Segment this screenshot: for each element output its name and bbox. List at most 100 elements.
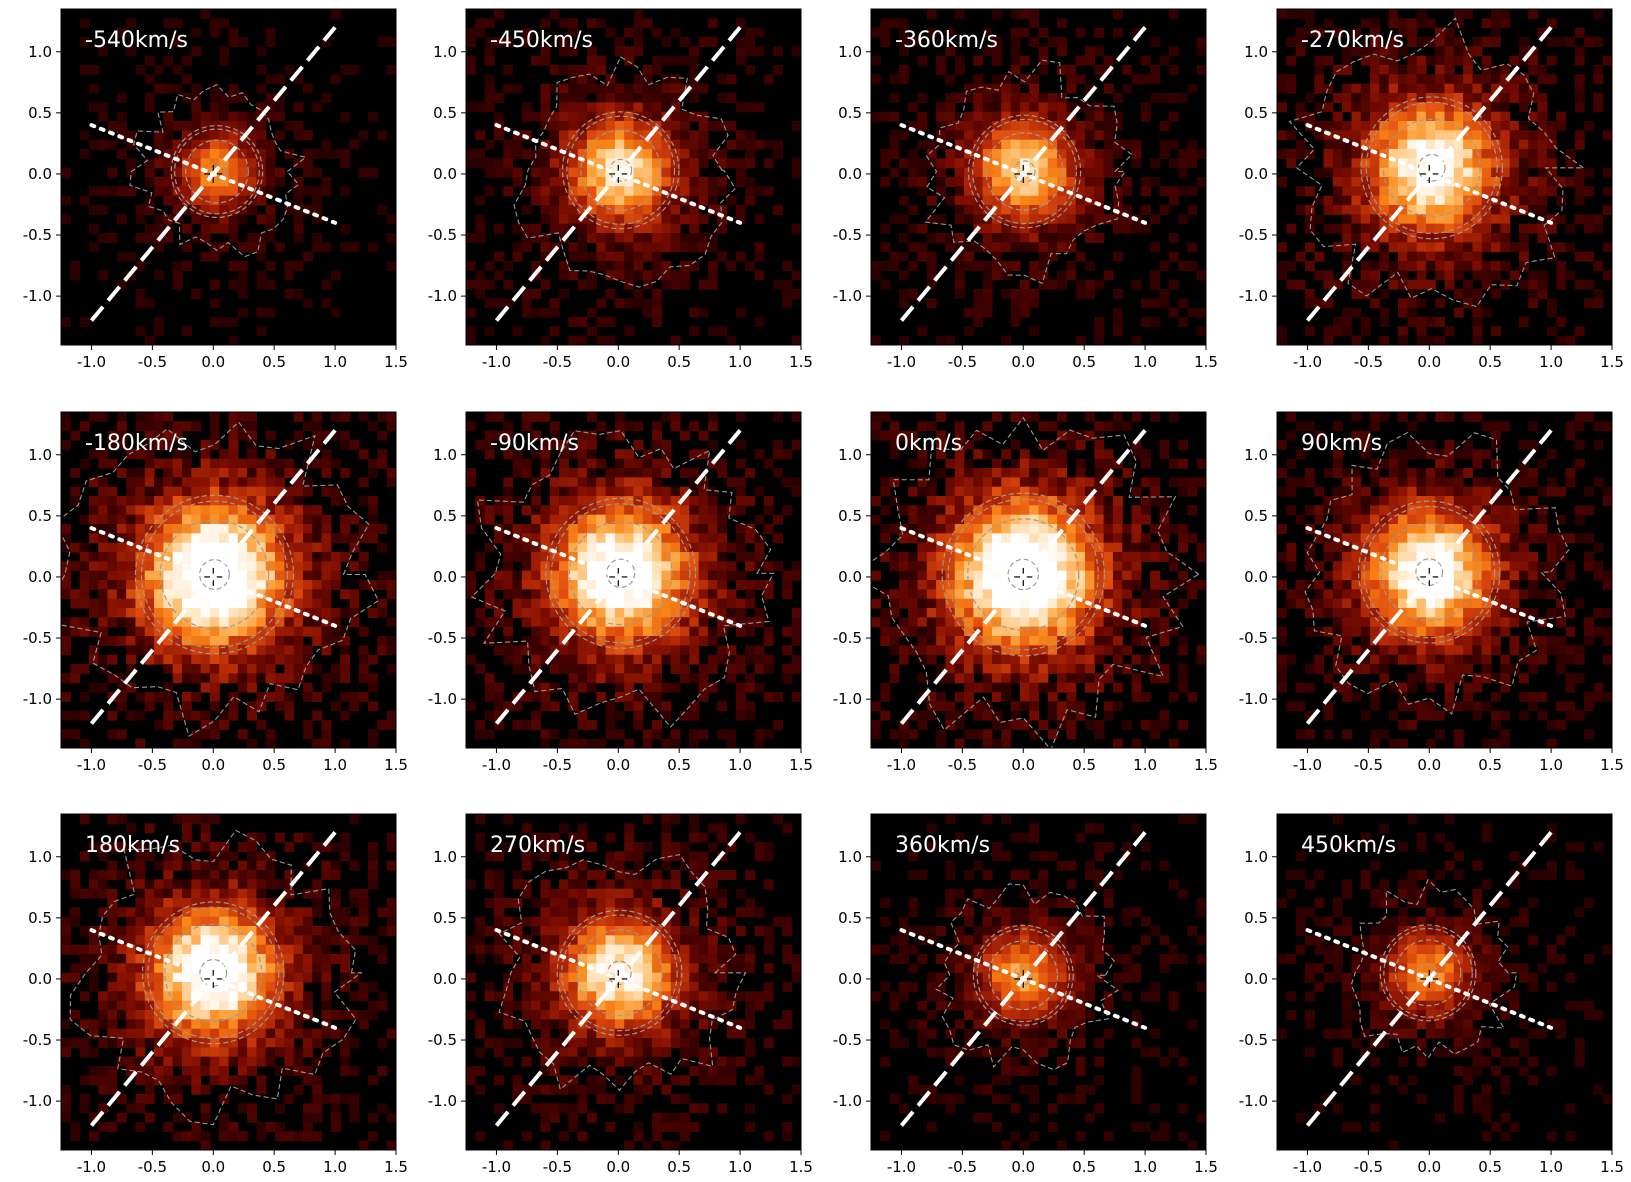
heatmap-pixel [466,421,476,432]
heatmap-pixel [661,83,672,94]
heatmap-pixel [1388,195,1399,206]
heatmap-pixel [1019,580,1030,590]
heatmap-pixel [936,130,947,141]
heatmap-pixel [540,533,551,544]
heatmap-pixel [1500,195,1511,206]
heatmap-pixel [1370,18,1380,29]
heatmap-pixel [237,421,248,432]
heatmap-pixel [144,505,155,516]
heatmap-pixel [964,542,974,553]
heatmap-pixel [1196,149,1206,159]
heatmap-pixel [1444,205,1455,215]
heatmap-pixel [1010,440,1021,450]
heatmap-pixel [484,692,495,702]
heatmap-pixel [1010,195,1021,206]
heatmap-pixel [614,496,625,506]
heatmap-pixel [540,692,551,702]
heatmap-pixel [945,608,956,618]
heatmap-pixel [633,617,644,628]
heatmap-pixel [652,542,663,553]
heatmap-pixel [652,289,663,299]
heatmap-pixel [377,580,388,590]
heatmap-pixel [549,701,560,712]
heatmap-pixel [98,626,109,637]
heatmap-pixel [559,195,569,206]
heatmap-pixel [135,261,146,271]
heatmap-pixel [531,195,542,206]
heatmap-pixel [1010,654,1021,665]
heatmap-pixel [163,701,174,712]
heatmap-pixel [98,139,109,150]
heatmap-pixel [209,214,220,225]
heatmap-pixel [293,524,304,534]
heatmap-pixel [228,335,239,345]
heatmap-pixel [614,477,625,488]
contour-line [561,111,680,230]
heatmap-pixel [61,580,71,590]
heatmap-pixel [1342,205,1353,215]
heatmap-pixel [973,636,984,646]
heatmap-pixel [991,682,1002,693]
heatmap-pixel [1453,177,1464,187]
heatmap-pixel [791,664,801,674]
heatmap-pixel [70,486,81,497]
heatmap-pixel [982,270,993,281]
heatmap-pixel [200,223,211,234]
heatmap-pixel [1094,186,1105,197]
heatmap-pixel [549,533,560,544]
heatmap-pixel [1066,74,1077,85]
heatmap-pixel [698,496,709,506]
heatmap-pixel [1066,195,1077,206]
heatmap-pixel [1416,251,1427,262]
heatmap-pixel [1416,37,1427,47]
heatmap-pixel [79,561,90,572]
heatmap-pixel [880,223,891,234]
heatmap-pixel [107,580,118,590]
heatmap-pixel [1066,121,1077,131]
heatmap-pixel [172,636,183,646]
heatmap-pixel [265,626,276,637]
heatmap-pixel [735,307,746,318]
heatmap-pixel [642,580,653,590]
heatmap-pixel [1500,279,1511,290]
heatmap-pixel [284,496,295,506]
heatmap-pixel [1066,673,1077,684]
heatmap-pixel [172,710,183,721]
heatmap-pixel [1047,242,1058,253]
heatmap-pixel [540,251,551,262]
heatmap-pixel [1057,430,1068,441]
heatmap-pixel [1286,37,1297,47]
heatmap-pixel [605,223,616,234]
heatmap-pixel [1416,18,1427,29]
heatmap-pixel [642,664,653,674]
heatmap-pixel [1444,186,1455,197]
heatmap-pixel [964,251,974,262]
heatmap-pixel [945,561,956,572]
heatmap-pixel [1085,486,1095,497]
heatmap-pixel [1057,167,1068,178]
heatmap-pixel [1491,9,1501,19]
heatmap-pixel [116,701,127,712]
heatmap-pixel [982,729,993,740]
heatmap-pixel [88,449,99,460]
heatmap-pixel [1360,289,1371,299]
x-tick-label: -1.0 [1293,353,1322,371]
heatmap-pixel [484,673,495,684]
panel-image [61,9,396,345]
heatmap-pixel [256,505,267,516]
heatmap-pixel [1029,177,1040,187]
heatmap-pixel [605,74,616,85]
heatmap-pixel [247,636,258,646]
heatmap-pixel [466,589,476,600]
heatmap-pixel [1528,158,1539,169]
heatmap-pixel [1057,514,1068,525]
heatmap-pixel [284,580,295,590]
heatmap-pixel [698,279,709,290]
heatmap-pixel [568,608,579,618]
heatmap-pixel [1057,533,1068,544]
heatmap-pixel [219,570,230,581]
heatmap-pixel [126,636,137,646]
heatmap-pixel [596,561,607,572]
heatmap-pixel [531,505,542,516]
heatmap-pixel [577,223,588,234]
